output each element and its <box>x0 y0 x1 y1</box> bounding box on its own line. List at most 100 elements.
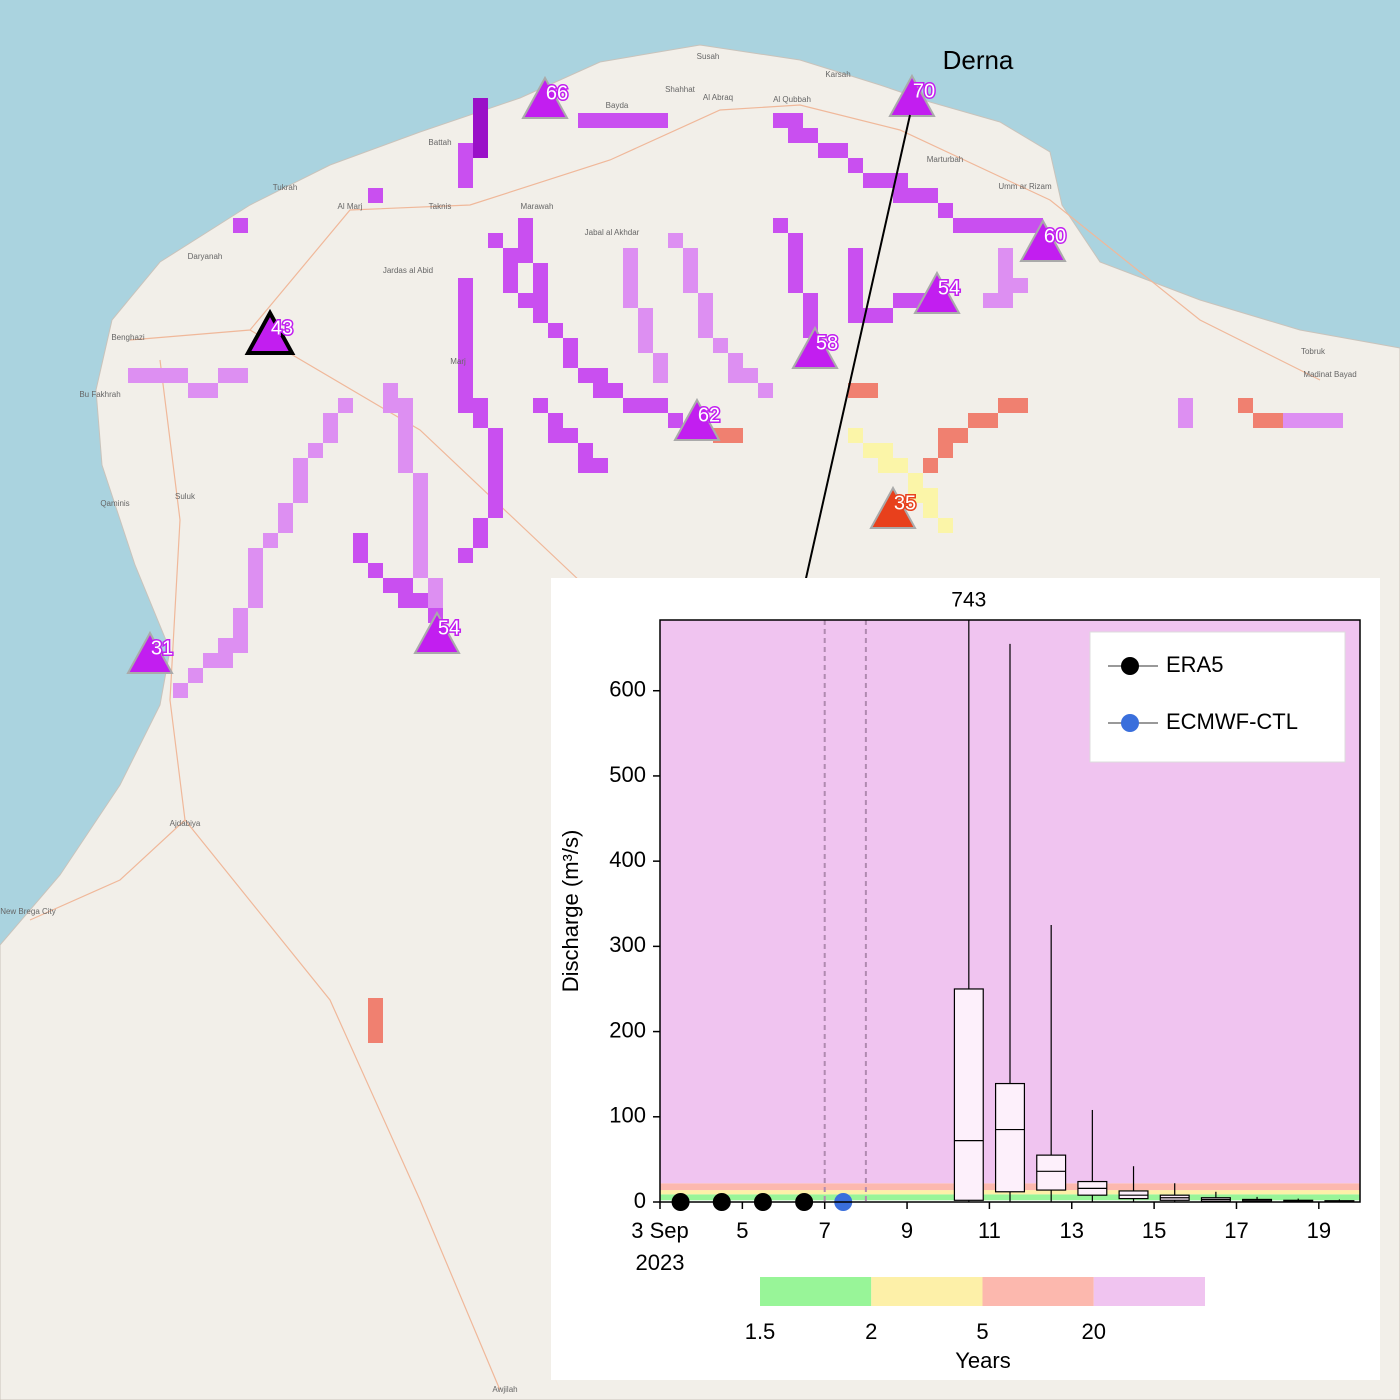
place-name: Tukrah <box>273 183 298 192</box>
colorbar-segment <box>871 1277 983 1306</box>
place-name: Awjilah <box>492 1385 517 1394</box>
flood-cell <box>473 398 488 413</box>
flood-cell <box>593 368 608 383</box>
place-name: Al Marj <box>338 202 363 211</box>
flood-cell <box>368 1013 383 1028</box>
flood-cell <box>218 653 233 668</box>
flood-cell <box>458 173 473 188</box>
flood-cell <box>458 383 473 398</box>
flood-cell <box>683 278 698 293</box>
station-marker <box>521 75 569 119</box>
station-marker <box>244 308 296 355</box>
flood-cell <box>1328 413 1343 428</box>
flood-cell <box>218 368 233 383</box>
flood-cell <box>1013 278 1028 293</box>
flood-cell <box>488 488 503 503</box>
flood-cell <box>248 578 263 593</box>
legend-marker <box>1121 714 1139 732</box>
station-label: 66 <box>546 82 568 104</box>
flood-cell <box>578 443 593 458</box>
flood-cell <box>458 278 473 293</box>
flood-cell <box>413 488 428 503</box>
x-year-label: 2023 <box>636 1250 685 1275</box>
place-name: Marturbah <box>927 155 963 164</box>
flood-cell <box>833 143 848 158</box>
x-tick-label: 13 <box>1060 1218 1084 1243</box>
flood-cell <box>533 293 548 308</box>
flood-cell <box>788 248 803 263</box>
x-tick-label: 19 <box>1307 1218 1331 1243</box>
station-label: 58 <box>816 332 838 354</box>
flood-cell <box>938 428 953 443</box>
flood-cell <box>488 473 503 488</box>
flood-cell <box>623 113 638 128</box>
flood-cell <box>983 218 998 233</box>
x-tick-label: 7 <box>819 1218 831 1243</box>
y-tick-label: 0 <box>634 1188 646 1213</box>
chart: 743 0 100 200 300 400 500 600 3 Sep 5 7 9 11 13 15 17 19… <box>558 589 1361 1373</box>
flood-cell <box>1238 398 1253 413</box>
place-name: Susah <box>697 52 720 61</box>
flood-cell <box>578 113 593 128</box>
flood-cell <box>758 383 773 398</box>
colorbar-label: 20 <box>1082 1319 1106 1344</box>
flood-cell <box>353 548 368 563</box>
flood-cell <box>608 113 623 128</box>
flood-cell <box>503 248 518 263</box>
flood-cell <box>1313 413 1328 428</box>
flood-cell <box>458 158 473 173</box>
flood-cell <box>578 368 593 383</box>
y-tick-label: 600 <box>609 677 646 702</box>
place-name: Benghazi <box>111 333 145 342</box>
place-name: Al Abraq <box>703 93 733 102</box>
place-name: Madinat Bayad <box>1303 370 1356 379</box>
flood-cell <box>638 113 653 128</box>
flood-cell <box>398 458 413 473</box>
flood-cell <box>533 263 548 278</box>
place-name: Jardas al Abid <box>383 266 433 275</box>
y-tick-label: 200 <box>609 1017 646 1042</box>
flood-cell <box>473 128 488 143</box>
flood-cell <box>773 218 788 233</box>
box <box>953 988 984 1201</box>
x-tick-label: 5 <box>736 1218 748 1243</box>
flood-cell <box>863 443 878 458</box>
flood-cell <box>458 353 473 368</box>
flood-cell <box>848 293 863 308</box>
place-name: Bu Fakhrah <box>79 390 120 399</box>
flood-cell <box>233 368 248 383</box>
place-name: Suluk <box>175 492 196 501</box>
flood-cell <box>848 248 863 263</box>
flood-cell <box>653 398 668 413</box>
flood-cell <box>188 668 203 683</box>
flood-cell <box>623 278 638 293</box>
station-marker <box>126 630 174 674</box>
station-marker <box>413 610 461 654</box>
station-label: 70 <box>913 80 935 102</box>
flood-cell <box>998 218 1013 233</box>
x-tick-label: 11 <box>978 1218 1001 1243</box>
flood-cell <box>923 188 938 203</box>
flood-cell <box>788 263 803 278</box>
flood-cell <box>563 338 578 353</box>
flood-cell <box>278 518 293 533</box>
flood-cell <box>563 353 578 368</box>
flood-cell <box>428 578 443 593</box>
x-tick-label: 17 <box>1224 1218 1248 1243</box>
flood-cell <box>983 293 998 308</box>
flood-cell <box>893 458 908 473</box>
flood-cell <box>458 323 473 338</box>
y-axis-label: Discharge (m³/s) <box>558 830 583 993</box>
flood-cell <box>848 278 863 293</box>
flood-cell <box>953 218 968 233</box>
colorbar-segment <box>1093 1277 1205 1306</box>
annotation: Derna <box>943 45 1014 75</box>
flood-cell <box>593 458 608 473</box>
flood-cell <box>1253 413 1268 428</box>
flood-cell <box>428 593 443 608</box>
flood-cell <box>413 563 428 578</box>
flood-cell <box>848 383 863 398</box>
place-name: Battah <box>428 138 451 147</box>
flood-cell <box>983 413 998 428</box>
